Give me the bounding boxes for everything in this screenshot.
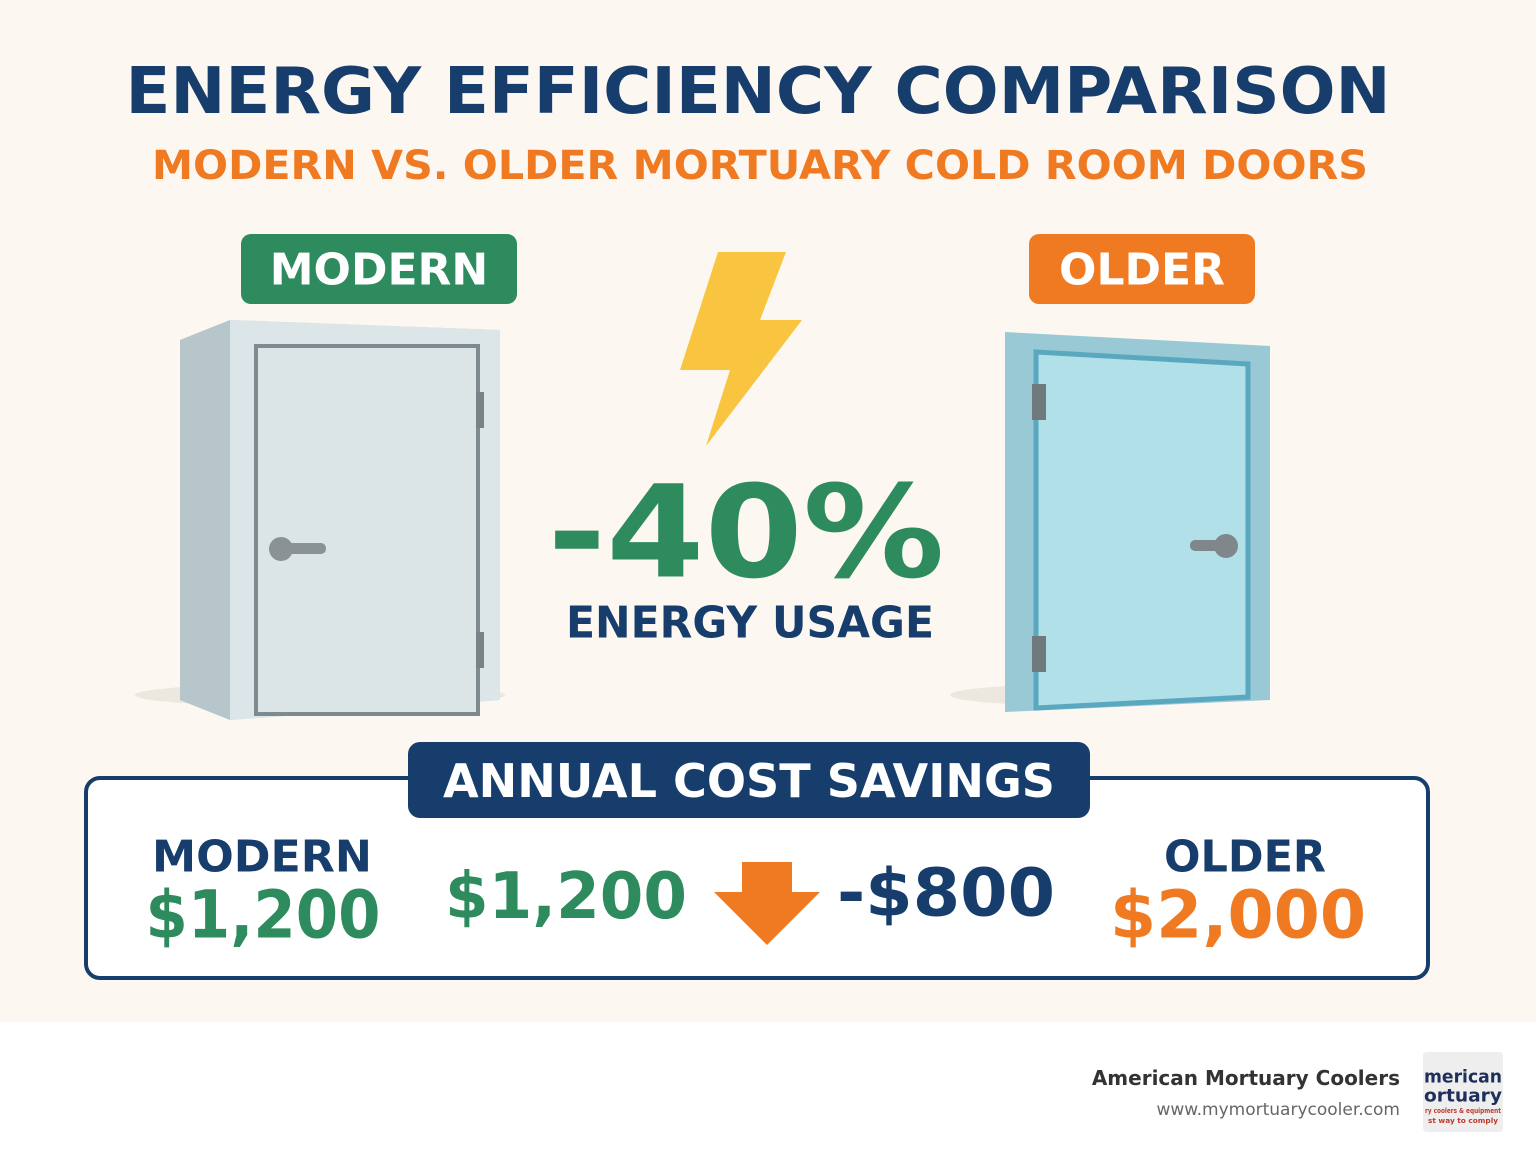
savings-title-badge <box>408 742 1090 818</box>
title: ENERGY EFFICIENCY COMPARISON <box>126 55 1391 129</box>
down-arrow <box>714 862 820 945</box>
logo-line: merican <box>1424 1067 1502 1088</box>
energy-caption: ENERGY USAGE <box>566 598 934 649</box>
footer-company: American Mortuary Coolers <box>1092 1066 1400 1090</box>
older-cost-label: OLDER <box>1164 832 1326 883</box>
subtitle: MODERN VS. OLDER MORTUARY COLD ROOM DOOR… <box>152 143 1368 189</box>
older-badge-label: OLDER <box>1059 245 1225 296</box>
older-cost: $2,000 <box>1110 877 1366 954</box>
modern-badge <box>241 234 517 304</box>
modern-cost: $1,200 <box>146 877 381 954</box>
savings-title: ANNUAL COST SAVINGS <box>443 754 1055 808</box>
difference-change: -$800 <box>837 855 1055 932</box>
logo-line: st way to comply <box>1428 1117 1498 1125</box>
older-badge <box>1029 234 1255 304</box>
modern-badge-label: MODERN <box>270 245 488 296</box>
modern-cost-label: MODERN <box>152 832 372 883</box>
modern-door <box>135 320 505 720</box>
energy-reduction: -40% <box>548 459 945 608</box>
lightning-icon <box>680 252 802 446</box>
logo-line: ortuary <box>1424 1086 1502 1107</box>
footer-logo: merican ortuary ry coolers & equipment s… <box>1423 1052 1503 1132</box>
difference-from: $1,200 <box>445 860 687 934</box>
logo-line: ry coolers & equipment <box>1425 1107 1502 1115</box>
footer-url: www.mymortuarycooler.com <box>1156 1100 1400 1120</box>
older-door <box>950 332 1270 712</box>
